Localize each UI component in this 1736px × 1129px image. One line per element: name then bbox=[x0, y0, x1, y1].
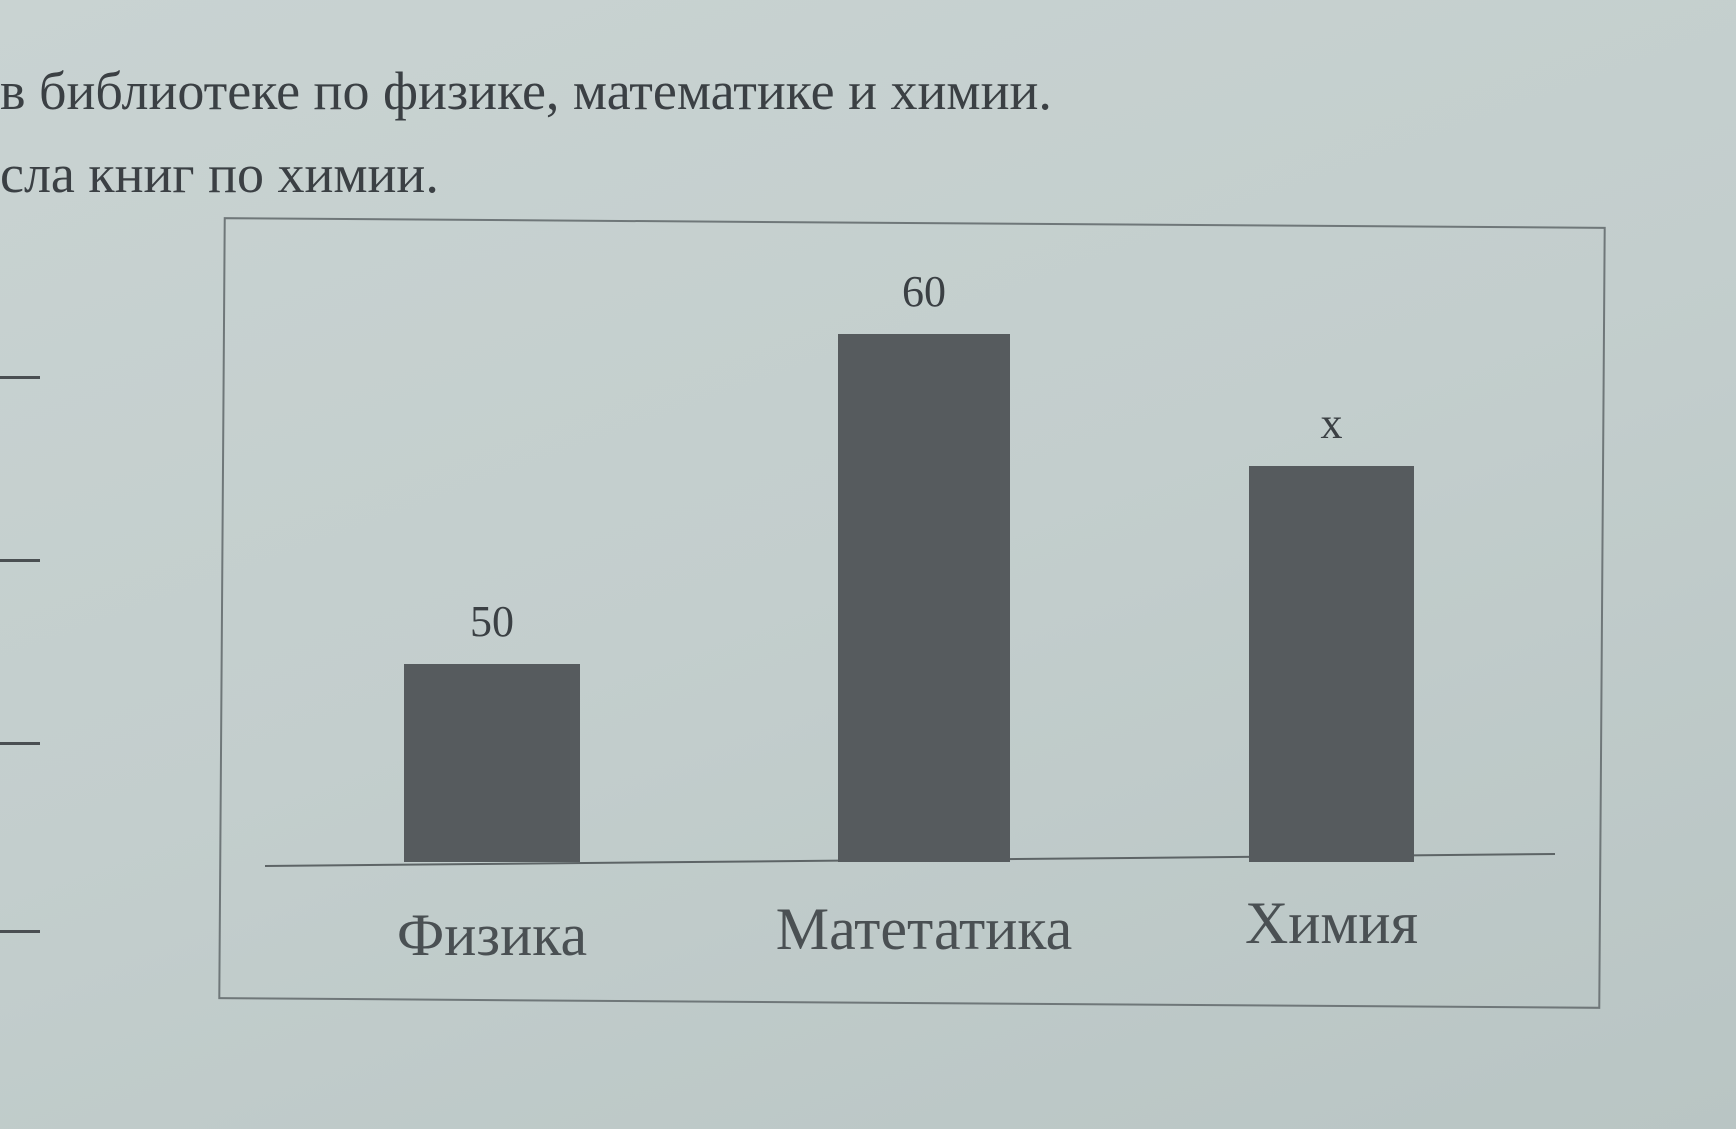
left-margin-dash bbox=[0, 742, 40, 745]
left-margin-dash bbox=[0, 376, 40, 379]
question-text-line-2: сла книг по химии. bbox=[0, 144, 439, 204]
data-label-3: x bbox=[1321, 399, 1343, 448]
left-margin-dash bbox=[0, 930, 40, 933]
category-label-2: Матетатика bbox=[776, 896, 1073, 962]
data-label-1: 50 bbox=[470, 597, 514, 646]
question-text-line-1: в библиотеке по физике, математике и хим… bbox=[0, 61, 1052, 121]
bar-3 bbox=[1249, 466, 1414, 862]
bar-2 bbox=[838, 334, 1010, 862]
category-label-3: Химия bbox=[1245, 890, 1418, 956]
bar-1 bbox=[404, 664, 580, 862]
left-margin-dash bbox=[0, 559, 40, 562]
data-label-2: 60 bbox=[902, 267, 946, 316]
category-label-1: Физика bbox=[397, 902, 587, 968]
